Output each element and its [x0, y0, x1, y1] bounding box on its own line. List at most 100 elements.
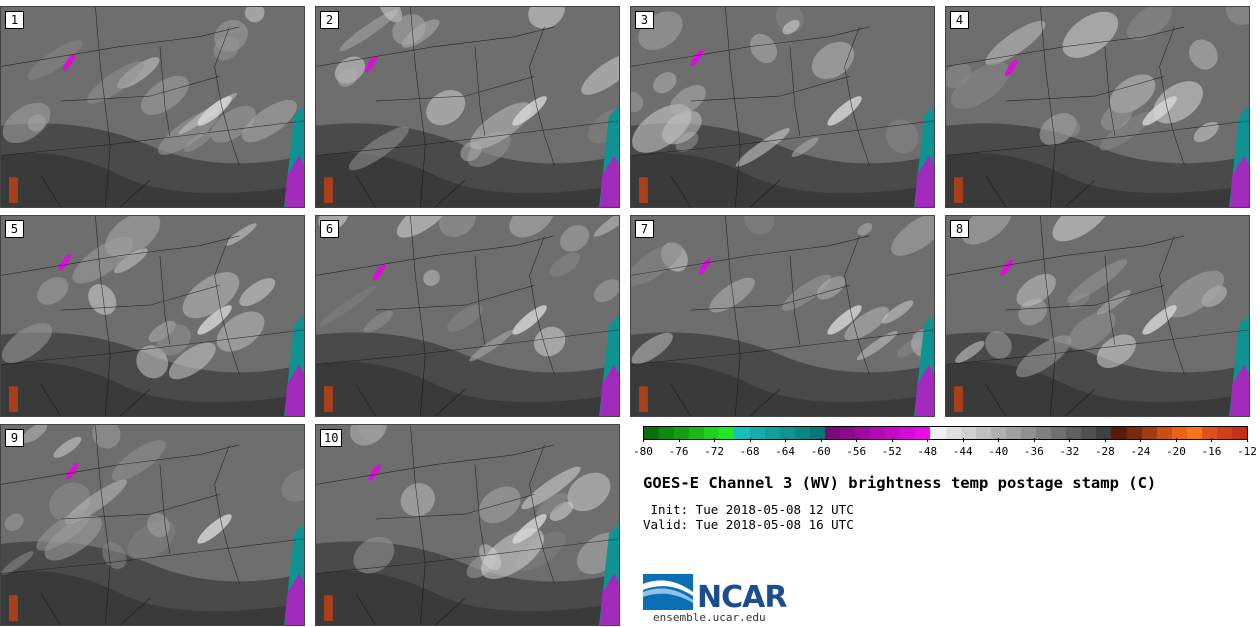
panel-number-label: 8: [950, 220, 969, 238]
colorbar-swatch: [809, 427, 825, 439]
ensemble-member-panel-5: 5: [0, 215, 305, 417]
colorbar-tick-mark: [962, 438, 964, 442]
colorbar-tick-mark: [1140, 438, 1142, 442]
colorbar-tick-label: -72: [704, 445, 724, 458]
colorbar-swatch: [960, 427, 976, 439]
colorbar-swatch: [1156, 427, 1172, 439]
colorbar-tick-label: -48: [917, 445, 938, 458]
colorbar-tick-mark: [856, 438, 858, 442]
colorbar-swatch: [1096, 427, 1112, 439]
colorbar-tick-mark: [927, 438, 929, 442]
colorbar-swatch: [975, 427, 991, 439]
colorbar-swatch: [1216, 427, 1233, 439]
colorbar-tick-mark: [1069, 438, 1071, 442]
colorbar-tick-mark: [820, 438, 822, 442]
colorbar-swatch: [734, 427, 750, 439]
colorbar-swatch: [1111, 427, 1127, 439]
panel-number-label: 6: [320, 220, 339, 238]
colorbar-tick-label: -24: [1130, 445, 1151, 458]
colorbar-tick-mark: [1175, 438, 1177, 442]
valid-time: Valid: Tue 2018-05-08 16 UTC: [643, 517, 854, 532]
colorbar-tick-label: -36: [1023, 445, 1044, 458]
colorbar-swatch: [1126, 427, 1142, 439]
colorbar-tick-label: -40: [988, 445, 1009, 458]
panel-number-label: 4: [950, 11, 969, 29]
ensemble-member-panel-3: 3: [630, 6, 935, 208]
colorbar-tick-mark: [1211, 438, 1213, 442]
colorbar-tick-label: -20: [1166, 445, 1186, 458]
panel-number-label: 2: [320, 11, 339, 29]
ncar-logo-text: NCAR: [697, 580, 787, 615]
ensemble-member-panel-9: 9: [0, 424, 305, 626]
colorbar-swatch: [749, 427, 765, 439]
init-time: Init: Tue 2018-05-08 12 UTC: [643, 502, 854, 517]
panel-number-label: 7: [635, 220, 654, 238]
colorbar-swatch: [1036, 427, 1052, 439]
colorbar-swatch: [885, 427, 901, 439]
colorbar-swatch: [990, 427, 1006, 439]
colorbar-swatch: [915, 427, 931, 439]
colorbar-swatch: [1051, 427, 1067, 439]
panel-number-label: 1: [5, 11, 24, 29]
colorbar-tick-label: -56: [846, 445, 867, 458]
colorbar-swatch: [1141, 427, 1157, 439]
colorbar-swatch: [779, 427, 795, 439]
colorbar-tick-mark: [678, 438, 680, 442]
colorbar-swatch: [900, 427, 916, 439]
colorbar-swatch: [1081, 427, 1097, 439]
site-url: ensemble.ucar.edu: [653, 611, 766, 624]
colorbar-tick-label: -12: [1237, 445, 1257, 458]
colorbar-swatch: [794, 427, 810, 439]
colorbar-swatch: [855, 427, 871, 439]
colorbar-swatch: [1005, 427, 1021, 439]
colorbar-swatch: [840, 427, 856, 439]
colorbar-tick-mark: [785, 438, 787, 442]
colorbar-swatch: [674, 427, 690, 439]
colorbar-swatch: [644, 427, 660, 439]
colorbar-tick-mark: [1033, 438, 1035, 442]
colorbar-swatch: [930, 427, 946, 439]
ensemble-member-panel-10: 10: [315, 424, 620, 626]
colorbar-swatch: [704, 427, 720, 439]
colorbar-swatch: [945, 427, 961, 439]
colorbar-swatch: [764, 427, 780, 439]
ensemble-member-panel-8: 8: [945, 215, 1250, 417]
colorbar-tick-mark: [1247, 438, 1248, 442]
colorbar-swatch: [1171, 427, 1187, 439]
colorbar-tick-mark: [1104, 438, 1106, 442]
colorbar-swatch: [719, 427, 735, 439]
ensemble-member-panel-1: 1: [0, 6, 305, 208]
run-info: Init: Tue 2018-05-08 12 UTC Valid: Tue 2…: [643, 502, 854, 532]
colorbar-swatch: [689, 427, 705, 439]
ensemble-member-panel-2: 2: [315, 6, 620, 208]
colorbar-swatch: [1066, 427, 1082, 439]
colorbar-swatch: [1186, 427, 1202, 439]
colorbar-tick-label: -52: [881, 445, 902, 458]
panel-number-label: 5: [5, 220, 24, 238]
colorbar-tick-label: -76: [668, 445, 689, 458]
panel-number-label: 10: [320, 429, 343, 447]
ncar-logo-icon: [643, 574, 693, 610]
colorbar-tick-label: -68: [739, 445, 760, 458]
colorbar-swatch: [1020, 427, 1037, 439]
colorbar-tick-mark: [643, 438, 644, 442]
colorbar-legend: -80 -76 -72 -68 -64 -60 -56 -52 -48 -44 -40 -36 -32 -…: [633, 426, 1257, 460]
ensemble-member-panel-7: 7: [630, 215, 935, 417]
colorbar-tick-label: -80: [633, 445, 653, 458]
colorbar-tick-label: -44: [952, 445, 973, 458]
colorbar-tick-label: -32: [1059, 445, 1080, 458]
colorbar-tick-mark: [714, 438, 716, 442]
colorbar-tick-mark: [749, 438, 751, 442]
colorbar-swatch: [1201, 427, 1217, 439]
colorbar-tick-label: -64: [775, 445, 796, 458]
colorbar-swatch: [659, 427, 675, 439]
colorbar-tick-label: -16: [1201, 445, 1222, 458]
ensemble-member-panel-4: 4: [945, 6, 1250, 208]
colorbar-tick-label: -28: [1094, 445, 1115, 458]
colorbar-swatch: [824, 427, 841, 439]
chart-title: GOES-E Channel 3 (WV) brightness temp po…: [643, 474, 1157, 492]
colorbar-tick-mark: [891, 438, 893, 442]
colorbar-tick-label: -60: [810, 445, 831, 458]
panel-number-label: 9: [5, 429, 24, 447]
colorbar-strip: [643, 426, 1248, 440]
